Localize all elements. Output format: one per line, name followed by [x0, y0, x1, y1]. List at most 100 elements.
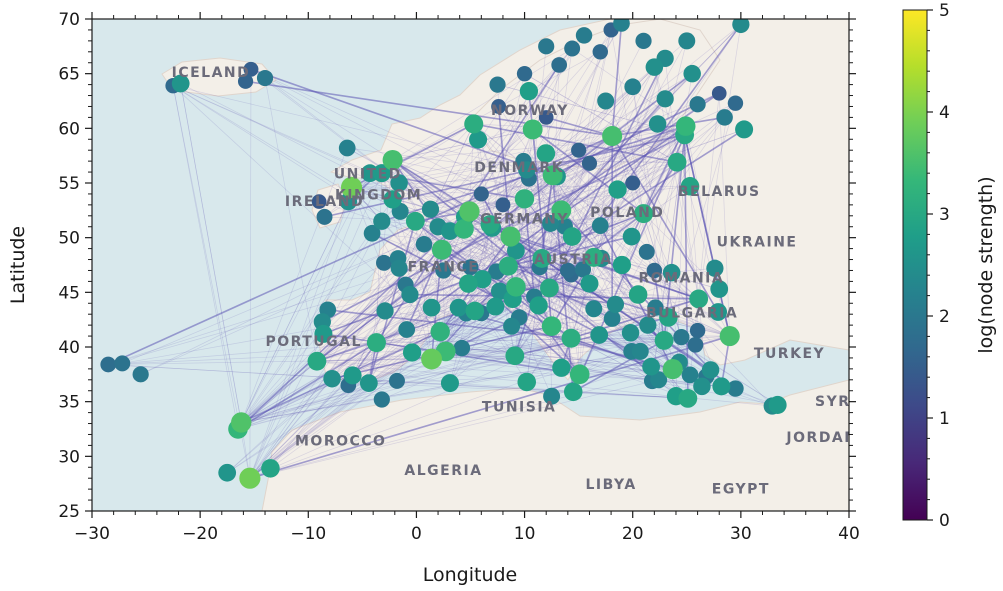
network-edge — [240, 201, 349, 423]
map-label: ICELAND — [172, 65, 251, 81]
network-edge — [524, 73, 678, 163]
network-edge — [572, 339, 665, 393]
network-edge — [264, 77, 318, 362]
network-node — [606, 295, 625, 313]
x-tick-label: −20 — [182, 524, 218, 544]
x-axis: −30 −20 −10 0 10 20 30 40 — [74, 12, 860, 544]
network-node — [100, 356, 117, 373]
network-node — [441, 222, 459, 240]
network-node — [316, 208, 333, 225]
network-node — [706, 259, 724, 277]
network-edge — [249, 368, 673, 479]
network-edge — [240, 147, 348, 423]
map-label: NORWAY — [491, 103, 569, 119]
network-node — [243, 61, 259, 77]
network-node — [383, 190, 402, 209]
network-edge — [474, 224, 491, 311]
x-axis-label: Longitude — [423, 564, 518, 586]
network-node — [171, 74, 190, 93]
network-node — [541, 316, 562, 337]
map-label: LIBYA — [585, 477, 636, 493]
map-label: SYR — [815, 394, 851, 410]
colorbar-tick-label: 3 — [939, 205, 950, 225]
network-node — [343, 366, 362, 385]
network-node — [469, 130, 488, 149]
network-node — [398, 321, 416, 338]
network-edge — [502, 129, 534, 205]
network-edge — [579, 298, 699, 375]
network-edge — [226, 258, 543, 474]
network-node — [719, 326, 740, 347]
network-edge — [108, 342, 377, 365]
map-label: GERMANY — [480, 211, 569, 227]
network-edge — [511, 325, 665, 341]
network-edge — [473, 123, 632, 352]
network-edge — [473, 123, 685, 136]
network-edge — [396, 355, 515, 382]
network-edge — [441, 249, 509, 267]
network-node — [581, 155, 598, 171]
network-node — [659, 308, 678, 327]
network-node — [656, 90, 674, 108]
network-node — [662, 359, 683, 380]
network-node — [727, 95, 744, 111]
network-node — [584, 247, 604, 267]
network-node — [440, 374, 459, 393]
network-edge — [526, 162, 678, 383]
network-edge — [352, 123, 475, 376]
map-label: FRANCE — [408, 260, 480, 276]
network-edge — [570, 337, 652, 368]
network-node — [559, 262, 576, 279]
network-node — [597, 92, 615, 110]
network-edge — [392, 159, 660, 381]
network-edge — [445, 340, 665, 352]
network-edge — [552, 175, 773, 407]
network-edge — [549, 287, 552, 397]
network-edge — [561, 125, 687, 368]
network-edge — [237, 221, 383, 430]
network-edge — [612, 116, 725, 137]
network-edge — [514, 337, 572, 357]
network-edge — [237, 378, 333, 430]
network-edge — [241, 298, 699, 423]
network-edge — [237, 172, 371, 430]
network-edge — [549, 287, 613, 320]
network-edge — [352, 123, 475, 376]
network-edge — [683, 134, 731, 337]
network-edge — [316, 134, 685, 362]
network-edge — [532, 128, 645, 215]
network-node — [552, 358, 571, 377]
network-edge — [241, 307, 656, 423]
network-node — [650, 371, 668, 389]
map-label: JORDAN — [785, 430, 857, 446]
network-edge — [368, 221, 417, 384]
network-edge — [548, 57, 666, 289]
network-node — [132, 366, 149, 383]
x-tick-label: 30 — [730, 524, 752, 544]
colorbar-tick-label: 4 — [939, 103, 950, 123]
network-edge — [316, 270, 568, 362]
network-node — [459, 201, 480, 222]
network-node — [689, 322, 706, 339]
map-label: EGYPT — [712, 482, 770, 498]
network-node — [693, 377, 711, 396]
network-node — [314, 324, 333, 343]
network-node — [628, 285, 648, 304]
map-label: AUSTRIA — [534, 252, 613, 268]
map-label: DENMARK — [474, 160, 564, 176]
network-edge — [180, 83, 465, 230]
network-node — [518, 161, 536, 179]
colorbar-gradient — [902, 9, 928, 521]
network-node — [571, 142, 587, 158]
map-label: POLAND — [590, 205, 664, 221]
colorbar-tick-label: 5 — [939, 1, 950, 21]
network-edge — [384, 310, 441, 333]
network-node — [591, 217, 609, 234]
network-edge — [249, 211, 470, 479]
network-edge — [172, 85, 511, 237]
network-edge — [140, 211, 470, 375]
network-edge — [514, 134, 685, 356]
network-node — [390, 174, 408, 192]
network-edge — [392, 129, 533, 161]
network-edge — [611, 23, 623, 137]
